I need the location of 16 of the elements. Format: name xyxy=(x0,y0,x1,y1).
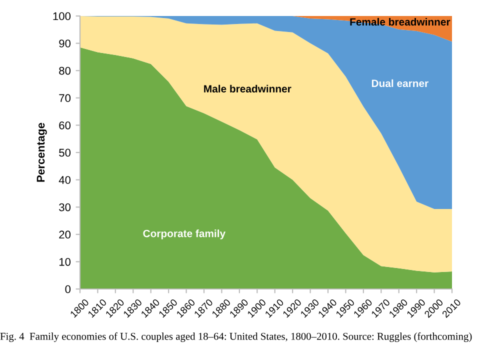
y-tick-label: 10 xyxy=(59,258,71,266)
y-tick-label: 70 xyxy=(59,94,71,102)
y-tick-label: 0 xyxy=(65,285,71,294)
y-tick-label: 100 xyxy=(53,12,71,20)
y-tick-label: 40 xyxy=(58,176,71,184)
y-tick-label: 80 xyxy=(59,66,71,75)
y-tick-label: 20 xyxy=(59,230,71,239)
y-tick-label: 30 xyxy=(59,203,71,212)
series-label: Male breadwinner xyxy=(204,84,292,93)
y-tick-label: 50 xyxy=(59,148,71,157)
series-label: Dual earner xyxy=(372,79,428,88)
caption: Fig. 4 Family economies of U.S. couples aged 18–64: United States, 1800–2010. Source: Ruggles (forthcoming) xyxy=(0,332,472,342)
series-label: Corporate family xyxy=(143,230,226,240)
y-tick-label: 60 xyxy=(59,121,71,130)
y-tick-label: 90 xyxy=(59,40,71,48)
y-axis-title: Percentage xyxy=(36,122,47,182)
